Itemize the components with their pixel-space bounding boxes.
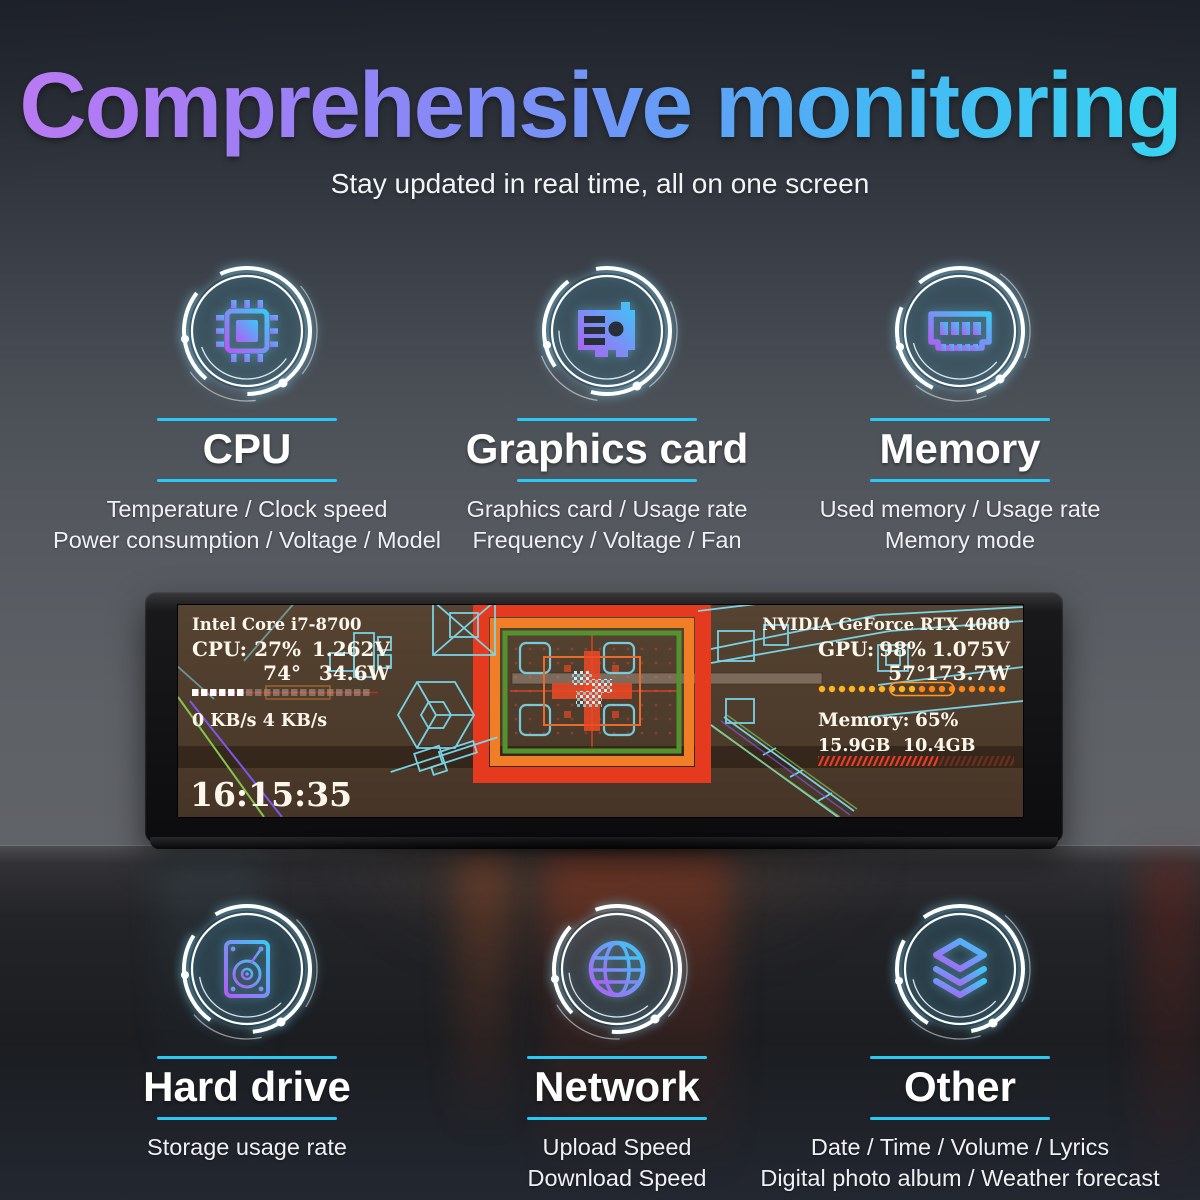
divider-line xyxy=(527,1056,707,1059)
memory-total: 15.9GB xyxy=(818,736,890,756)
cpu-label: CPU: xyxy=(192,637,247,661)
memory-label: Memory: xyxy=(818,710,910,731)
feature-hard-drive: Hard drive Storage usage rate xyxy=(17,888,477,1163)
feature-description: Temperature / Clock speed Power consumpt… xyxy=(53,494,441,556)
feature-other: Other Date / Time / Volume / Lyrics Digi… xyxy=(730,888,1190,1194)
feature-line: Used memory / Usage rate xyxy=(819,496,1101,523)
feature-description: Date / Time / Volume / Lyrics Digital ph… xyxy=(760,1132,1159,1194)
divider-line xyxy=(157,1056,337,1059)
cpu-usage-bar xyxy=(192,685,378,700)
gpu-model: NVIDIA GeForce RTX 4080 xyxy=(762,615,1010,634)
feature-line: Frequency / Voltage / Fan xyxy=(472,527,742,554)
divider-line xyxy=(517,418,697,421)
cpu-temp: 74° xyxy=(263,661,301,685)
feature-line: Upload Speed xyxy=(542,1134,692,1161)
feature-cpu: CPU Temperature / Clock speed Power cons… xyxy=(17,250,477,556)
cpu-usage: 27% xyxy=(254,637,301,661)
feature-line: Temperature / Clock speed xyxy=(106,496,388,523)
cpu-voltage: 1.262V xyxy=(312,637,391,661)
divider-line xyxy=(157,418,337,421)
divider-line xyxy=(157,479,337,483)
page-title: Comprehensive monitoring xyxy=(0,52,1200,159)
feature-title: Hard drive xyxy=(143,1063,351,1110)
gpu-usage-bar xyxy=(818,681,1006,697)
memory-stick-icon xyxy=(879,250,1041,412)
memory-usage: 65% xyxy=(915,710,959,731)
divider-line xyxy=(870,479,1050,483)
divider-line xyxy=(157,1117,337,1121)
feature-network: Network Upload Speed Download Speed xyxy=(387,888,847,1194)
gpu-voltage: 1.075V xyxy=(932,637,1011,661)
gpu-temp: 57° xyxy=(888,661,926,685)
feature-line: Date / Time / Volume / Lyrics xyxy=(810,1134,1110,1161)
gpu-usage: 98% xyxy=(879,637,926,661)
feature-line: Power consumption / Voltage / Model xyxy=(53,527,441,554)
graphics-card-icon xyxy=(526,250,688,412)
feature-description: Upload Speed Download Speed xyxy=(528,1132,707,1194)
feature-line: Download Speed xyxy=(527,1165,707,1192)
feature-title: Other xyxy=(903,1063,1016,1110)
memory-used: 10.4GB xyxy=(903,736,975,756)
monitor-shadow xyxy=(135,834,1073,856)
feature-line: Storage usage rate xyxy=(147,1134,347,1161)
globe-icon xyxy=(536,888,698,1050)
divider-line xyxy=(517,479,697,483)
feature-title: CPU xyxy=(202,425,292,472)
divider-line xyxy=(870,1117,1050,1121)
feature-memory: Memory Used memory / Usage rate Memory m… xyxy=(730,250,1190,556)
strip-monitor: Intel Core i7-8700 CPU: 27% 1.262V 74° 3… xyxy=(145,591,1063,849)
gpu-label: GPU: xyxy=(818,637,874,661)
hard-drive-icon xyxy=(166,888,328,1050)
feature-title: Memory xyxy=(879,425,1041,472)
feature-line: Graphics card / Usage rate xyxy=(466,496,748,523)
monitor-screen: Intel Core i7-8700 CPU: 27% 1.262V 74° 3… xyxy=(177,604,1024,818)
memory-usage-bar xyxy=(818,756,1014,766)
cpu-power: 34.6W xyxy=(319,661,391,685)
feature-description: Used memory / Usage rate Memory mode xyxy=(820,494,1101,556)
divider-line xyxy=(870,1056,1050,1059)
clock: 16:15:35 xyxy=(190,775,352,814)
feature-description: Graphics card / Usage rate Frequency / V… xyxy=(467,494,748,556)
gpu-power: 173.7W xyxy=(925,661,1011,685)
feature-description: Storage usage rate xyxy=(147,1132,347,1163)
layers-icon xyxy=(879,888,1041,1050)
feature-line: Memory mode xyxy=(884,527,1036,554)
page-subtitle: Stay updated in real time, all on one sc… xyxy=(330,168,870,199)
feature-line: Digital photo album / Weather forecast xyxy=(760,1165,1160,1192)
feature-graphics-card: Graphics card Graphics card / Usage rate… xyxy=(377,250,837,556)
cpu-model: Intel Core i7-8700 xyxy=(192,615,361,634)
feature-title: Network xyxy=(534,1063,700,1110)
divider-line xyxy=(527,1117,707,1121)
cpu-chip-icon xyxy=(166,250,328,412)
feature-title: Graphics card xyxy=(465,425,749,472)
divider-line xyxy=(870,418,1050,421)
network-speeds: 0 KB/s 4 KB/s xyxy=(192,711,327,731)
